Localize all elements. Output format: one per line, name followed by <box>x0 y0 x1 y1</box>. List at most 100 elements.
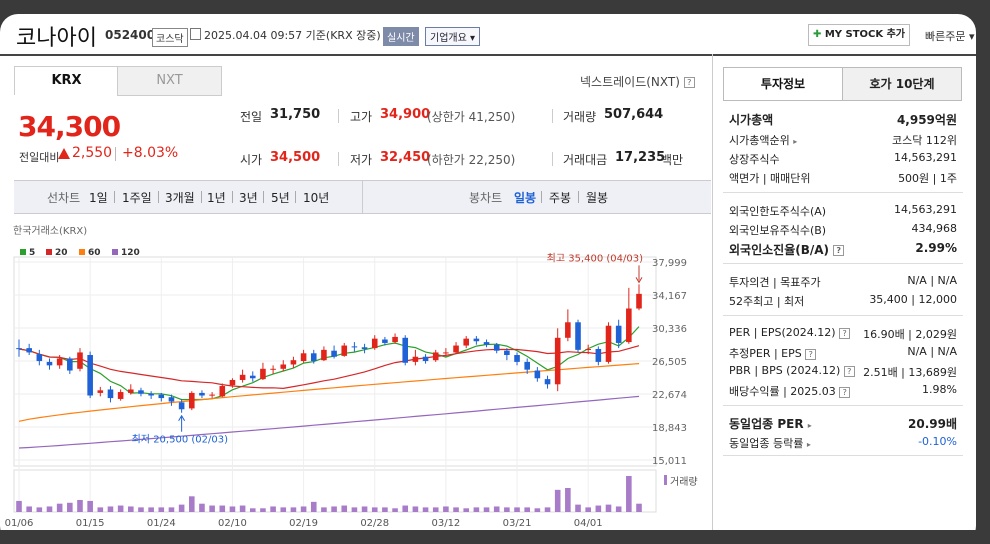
period-5y[interactable]: 5년 <box>271 191 290 205</box>
candle-weekly[interactable]: 주봉 <box>549 191 572 205</box>
help-icon[interactable]: ? <box>805 348 817 360</box>
ma5-line <box>18 326 640 401</box>
volume-bar <box>615 506 622 512</box>
candle-body <box>432 352 439 361</box>
volume-bar <box>626 476 632 512</box>
amount-label: 거래대금 <box>563 153 608 167</box>
ma-legend-swatch <box>46 249 52 255</box>
divider <box>712 54 713 544</box>
my-stock-label: MY STOCK 추가 <box>824 29 906 40</box>
tab-nxt[interactable]: NXT <box>117 66 222 96</box>
candle-body <box>473 338 480 342</box>
prev-close-value: 31,750 <box>270 107 321 122</box>
period-3m[interactable]: 3개월 <box>165 191 195 205</box>
industry-rate-value: -0.10% <box>918 435 957 448</box>
quick-order-button[interactable]: 빠른주문 ▾ <box>925 28 975 44</box>
candle-body <box>615 325 622 343</box>
candle-body <box>290 360 297 365</box>
period-10y[interactable]: 10년 <box>303 191 330 205</box>
candle-body <box>97 390 104 393</box>
volume-bar <box>524 507 530 512</box>
volume-bar <box>56 503 63 512</box>
candle-daily[interactable]: 일봉 <box>514 191 537 205</box>
candle-monthly[interactable]: 월봉 <box>586 191 609 205</box>
period-1y[interactable]: 1년 <box>207 191 226 205</box>
candle-body <box>544 379 551 385</box>
horizontal-scrollbar[interactable] <box>0 530 990 544</box>
ma20-line <box>18 345 640 390</box>
industry-per-label: 동일업종 PER <box>729 417 804 431</box>
volume-bar <box>239 505 246 512</box>
candle-body <box>270 368 276 370</box>
dividend-value: 1.98% <box>922 383 957 396</box>
candle-body <box>26 348 32 353</box>
current-price: 34,300 <box>18 110 121 143</box>
live-badge[interactable]: 실시간 <box>383 27 419 46</box>
help-icon[interactable]: ? <box>833 245 845 256</box>
corp-info-dropdown[interactable]: 기업개요 ▾ <box>425 27 481 46</box>
candle-body <box>107 389 114 399</box>
price-chart[interactable]: 37,999 34,167 30,336 26,505 22,674 18,843 15,0… <box>0 219 712 544</box>
market-badge: 코스닥 <box>152 28 188 47</box>
tab-invest-info[interactable]: 투자정보 <box>723 67 843 101</box>
volume-bar <box>595 505 602 512</box>
candle-body <box>575 322 581 350</box>
shares-value: 14,563,291 <box>894 151 957 164</box>
volume-bar <box>249 508 256 512</box>
volume-bar <box>443 506 449 512</box>
volume-bar <box>493 506 500 512</box>
volume-bar <box>117 505 124 512</box>
volume-bar <box>554 489 561 512</box>
pbr-value: 2.51배 | 13,689원 <box>863 366 957 379</box>
volume-bar <box>463 508 470 512</box>
volume-label: 거래량 <box>670 476 698 488</box>
divider <box>295 191 296 203</box>
volume-bar <box>199 503 205 512</box>
volume-label: 거래량 <box>563 110 597 124</box>
volume-bar <box>270 506 276 512</box>
x-tick-label: 02/10 <box>218 518 247 529</box>
divider <box>201 191 202 203</box>
divider <box>723 405 963 406</box>
low-annotation: 최저 20,500 (02/03) <box>132 434 228 446</box>
period-1w[interactable]: 1주일 <box>122 191 152 205</box>
volume-bar <box>341 505 348 512</box>
help-icon[interactable]: ? <box>839 327 851 339</box>
candle-body <box>280 364 287 369</box>
candle-body <box>412 356 419 362</box>
divider <box>115 147 116 161</box>
candle-body <box>209 394 215 396</box>
candle-body <box>56 358 63 366</box>
candle-body <box>148 393 154 396</box>
period-3y[interactable]: 3년 <box>239 191 258 205</box>
volume-bar <box>371 507 378 512</box>
tab-krx[interactable]: KRX <box>14 66 119 95</box>
upper-limit: (상한가 41,250) <box>427 110 516 124</box>
chevron-down-icon: ▾ <box>470 33 476 44</box>
chart-source-label: 한국거래소(KRX) <box>13 225 87 237</box>
lower-limit: (하한가 22,250) <box>427 153 516 167</box>
volume-bar <box>544 507 551 512</box>
candle-body <box>219 386 226 397</box>
y-tick-label: 15,011 <box>652 456 687 467</box>
volume-bar <box>16 500 22 512</box>
candle-body <box>199 392 205 396</box>
candle-body <box>605 325 612 362</box>
volume-bar <box>585 507 591 512</box>
help-icon[interactable]: ? <box>839 386 851 398</box>
my-stock-add-button[interactable]: ✚ MY STOCK 추가 <box>808 24 910 46</box>
foreign-hold-value: 434,968 <box>911 222 958 235</box>
period-1d[interactable]: 1일 <box>89 191 108 205</box>
plus-icon: ✚ <box>812 29 822 40</box>
candle-body <box>636 293 642 309</box>
divider <box>158 191 159 203</box>
divider <box>723 315 963 316</box>
par-value: 500원 | 1주 <box>898 172 957 185</box>
help-icon[interactable]: ? <box>683 77 695 88</box>
chevron-right-icon: ▸ <box>793 137 798 146</box>
per-value: 16.90배 | 2,029원 <box>863 328 957 341</box>
low-value: 32,450 <box>380 150 431 165</box>
x-tick-label: 02/19 <box>289 518 318 529</box>
tab-orderbook[interactable]: 호가 10단계 <box>842 67 962 101</box>
help-icon[interactable]: ? <box>843 365 855 377</box>
